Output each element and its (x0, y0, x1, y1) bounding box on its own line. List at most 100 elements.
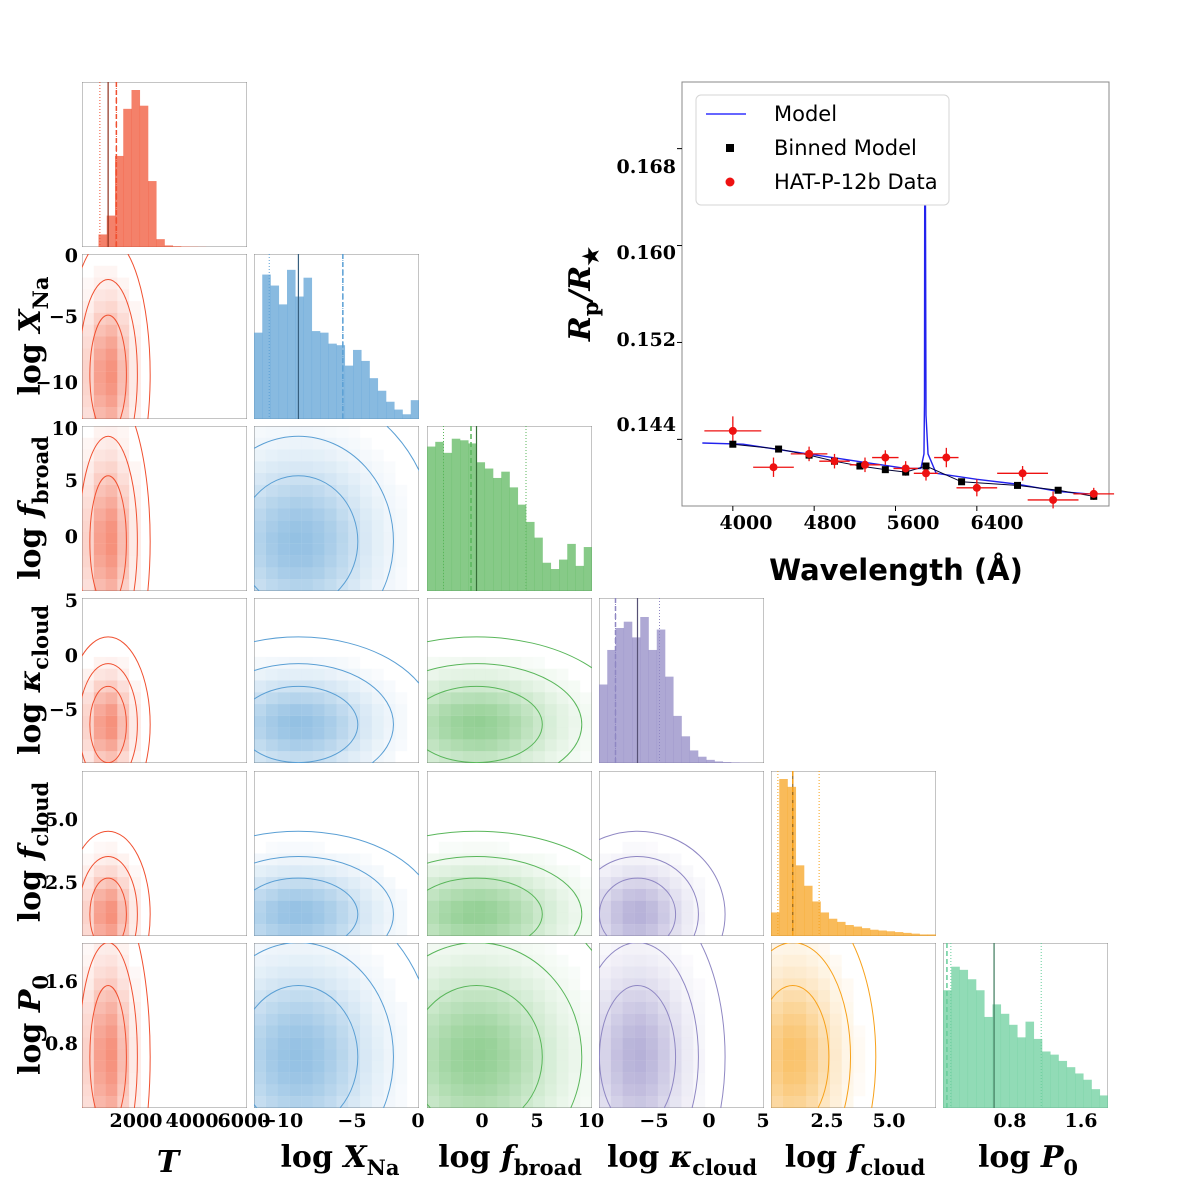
density-cell (646, 841, 658, 854)
density-cell (105, 966, 118, 979)
contour-line (89, 877, 127, 936)
hist-bar (976, 990, 985, 1108)
density-cell (289, 579, 302, 591)
density-cell (117, 532, 130, 544)
density-cell (324, 1072, 337, 1085)
density-cell (427, 715, 439, 728)
density-cell (117, 715, 130, 728)
hist-bar (1033, 1038, 1043, 1108)
hist-bar (665, 676, 674, 763)
density-cell (324, 877, 337, 889)
density-cell (657, 900, 670, 913)
density-cell (324, 532, 337, 544)
density-cell (265, 692, 278, 705)
density-cell (450, 853, 463, 866)
density-cell (474, 865, 486, 878)
density-cell (336, 1084, 349, 1097)
density-cell (254, 751, 266, 763)
density-cell (117, 727, 130, 740)
density-cell (829, 1049, 842, 1061)
density-cell (806, 1084, 819, 1097)
density-cell (634, 966, 647, 979)
density-cell (312, 888, 325, 901)
density-cell (794, 954, 807, 967)
density-cell (462, 912, 475, 925)
density-panel-T-vs-log_P0 (82, 943, 247, 1108)
hist-bar (714, 761, 724, 763)
density-cell (348, 437, 361, 450)
density-cell (301, 877, 313, 889)
density-cell (265, 1060, 278, 1073)
density-cell (301, 461, 313, 474)
density-cell (254, 1060, 266, 1073)
hist-bar (501, 471, 510, 591)
legend-label-binned: Binned Model (774, 136, 917, 160)
density-cell (254, 978, 266, 991)
density-cell (117, 473, 130, 485)
density-cell (105, 751, 118, 763)
density-cell (556, 739, 569, 752)
density-cell (521, 978, 534, 991)
density-cell (277, 555, 290, 568)
density-cell (693, 1001, 706, 1014)
density-cell (312, 1060, 325, 1073)
density-cell (485, 888, 498, 901)
density-cell (533, 943, 545, 955)
density-cell (277, 990, 290, 1002)
density-cell (427, 1013, 439, 1026)
density-cell (818, 1060, 830, 1073)
density-cell (533, 727, 545, 740)
density-cell (277, 426, 290, 438)
density-cell (289, 1037, 302, 1050)
binned-model-line (732, 443, 1094, 497)
density-cell (568, 1096, 581, 1108)
density-cell (485, 668, 498, 681)
density-cell (497, 990, 510, 1002)
density-cell (599, 1049, 611, 1061)
density-cell (450, 1013, 463, 1026)
hist-bar (353, 349, 362, 419)
density-cell (277, 567, 290, 580)
density-cell (395, 1060, 408, 1073)
density-cell (568, 1049, 581, 1061)
density-cell (622, 954, 635, 967)
density-cell (485, 656, 498, 669)
density-cell (485, 727, 498, 740)
density-cell (336, 567, 349, 580)
density-cell (360, 567, 372, 580)
x-axis-label-T: T (157, 1145, 182, 1180)
density-cell (312, 680, 325, 693)
density-cell (622, 1049, 635, 1061)
density-cell (82, 473, 94, 485)
density-cell (254, 877, 266, 889)
tick-label: 5600 (887, 512, 940, 534)
density-cell (117, 289, 130, 302)
density-cell (265, 532, 278, 544)
density-cell (105, 978, 118, 991)
density-cell (657, 954, 670, 967)
density-cell (438, 924, 451, 936)
density-cell (129, 301, 141, 313)
density-cell (794, 966, 807, 979)
density-cell (371, 532, 384, 544)
density-cell (568, 865, 581, 878)
density-cell (348, 1037, 361, 1050)
density-cell (129, 473, 141, 485)
x-tick-labels: 2000 4000 6000 −10 −5 0 0 5 10 −5 0 5 2.… (110, 1110, 1098, 1132)
density-cell (521, 739, 534, 752)
legend-data-marker (725, 177, 735, 187)
density-cell (580, 1049, 592, 1061)
density-cell (485, 1001, 498, 1014)
density-cell (93, 449, 106, 462)
density-cell (105, 508, 118, 521)
density-cell (312, 437, 325, 450)
density-cell (301, 900, 313, 913)
density-cell (681, 1025, 694, 1038)
density-cell (427, 1072, 439, 1085)
density-cell (336, 853, 349, 866)
density-cell (301, 508, 313, 521)
density-cell (312, 461, 325, 474)
density-cell (301, 543, 313, 556)
density-cell (782, 1084, 795, 1097)
density-cell (533, 1001, 545, 1014)
